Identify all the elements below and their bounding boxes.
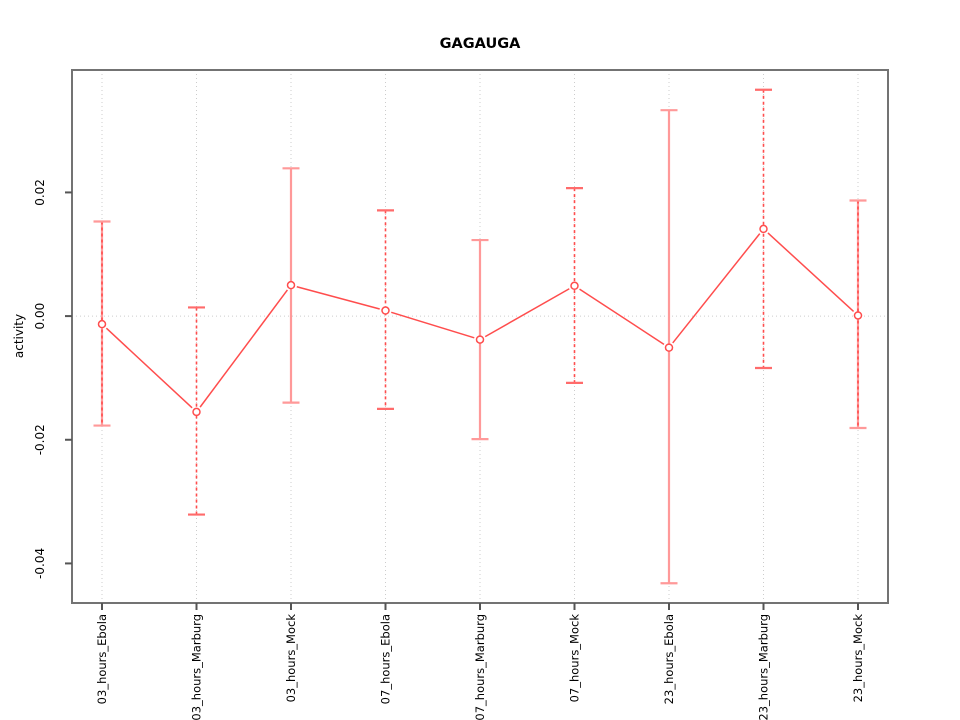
x-tick-label: 07_hours_Mock (568, 614, 582, 703)
series-line-segment (484, 288, 570, 338)
data-point (759, 224, 768, 234)
series-line-segment (767, 232, 855, 312)
series-line-segment (672, 233, 761, 344)
x-tick-label: 03_hours_Ebola (95, 614, 109, 704)
x-tick-label: 23_hours_Marburg (757, 614, 771, 720)
data-point (192, 407, 201, 417)
series-line-segment (296, 286, 380, 310)
x-tick-label: 03_hours_Marburg (190, 614, 204, 720)
data-point (475, 335, 485, 344)
chart-title: GAGAUGA (440, 36, 521, 52)
y-tick-label: 0.00 (33, 303, 47, 330)
y-tick-label: 0.02 (33, 179, 47, 206)
series-line-segment (199, 289, 289, 408)
series-line-segment (391, 311, 475, 339)
data-point (286, 280, 296, 290)
y-tick-label: -0.04 (33, 548, 47, 579)
data-point (853, 311, 863, 320)
x-tick-label: 07_hours_Ebola (379, 614, 393, 704)
y-axis-label: activity (12, 314, 26, 358)
series-line-segment (105, 327, 193, 409)
data-point (381, 306, 390, 315)
data-point (97, 319, 107, 329)
x-tick-label: 23_hours_Ebola (662, 614, 676, 704)
data-point (664, 343, 674, 352)
x-tick-label: 03_hours_Mock (284, 614, 298, 703)
series-line-segment (579, 288, 665, 345)
x-tick-label: 07_hours_Marburg (473, 614, 487, 720)
x-tick-label: 23_hours_Mock (851, 614, 865, 703)
data-point (570, 281, 579, 291)
y-tick-label: -0.02 (33, 424, 47, 455)
